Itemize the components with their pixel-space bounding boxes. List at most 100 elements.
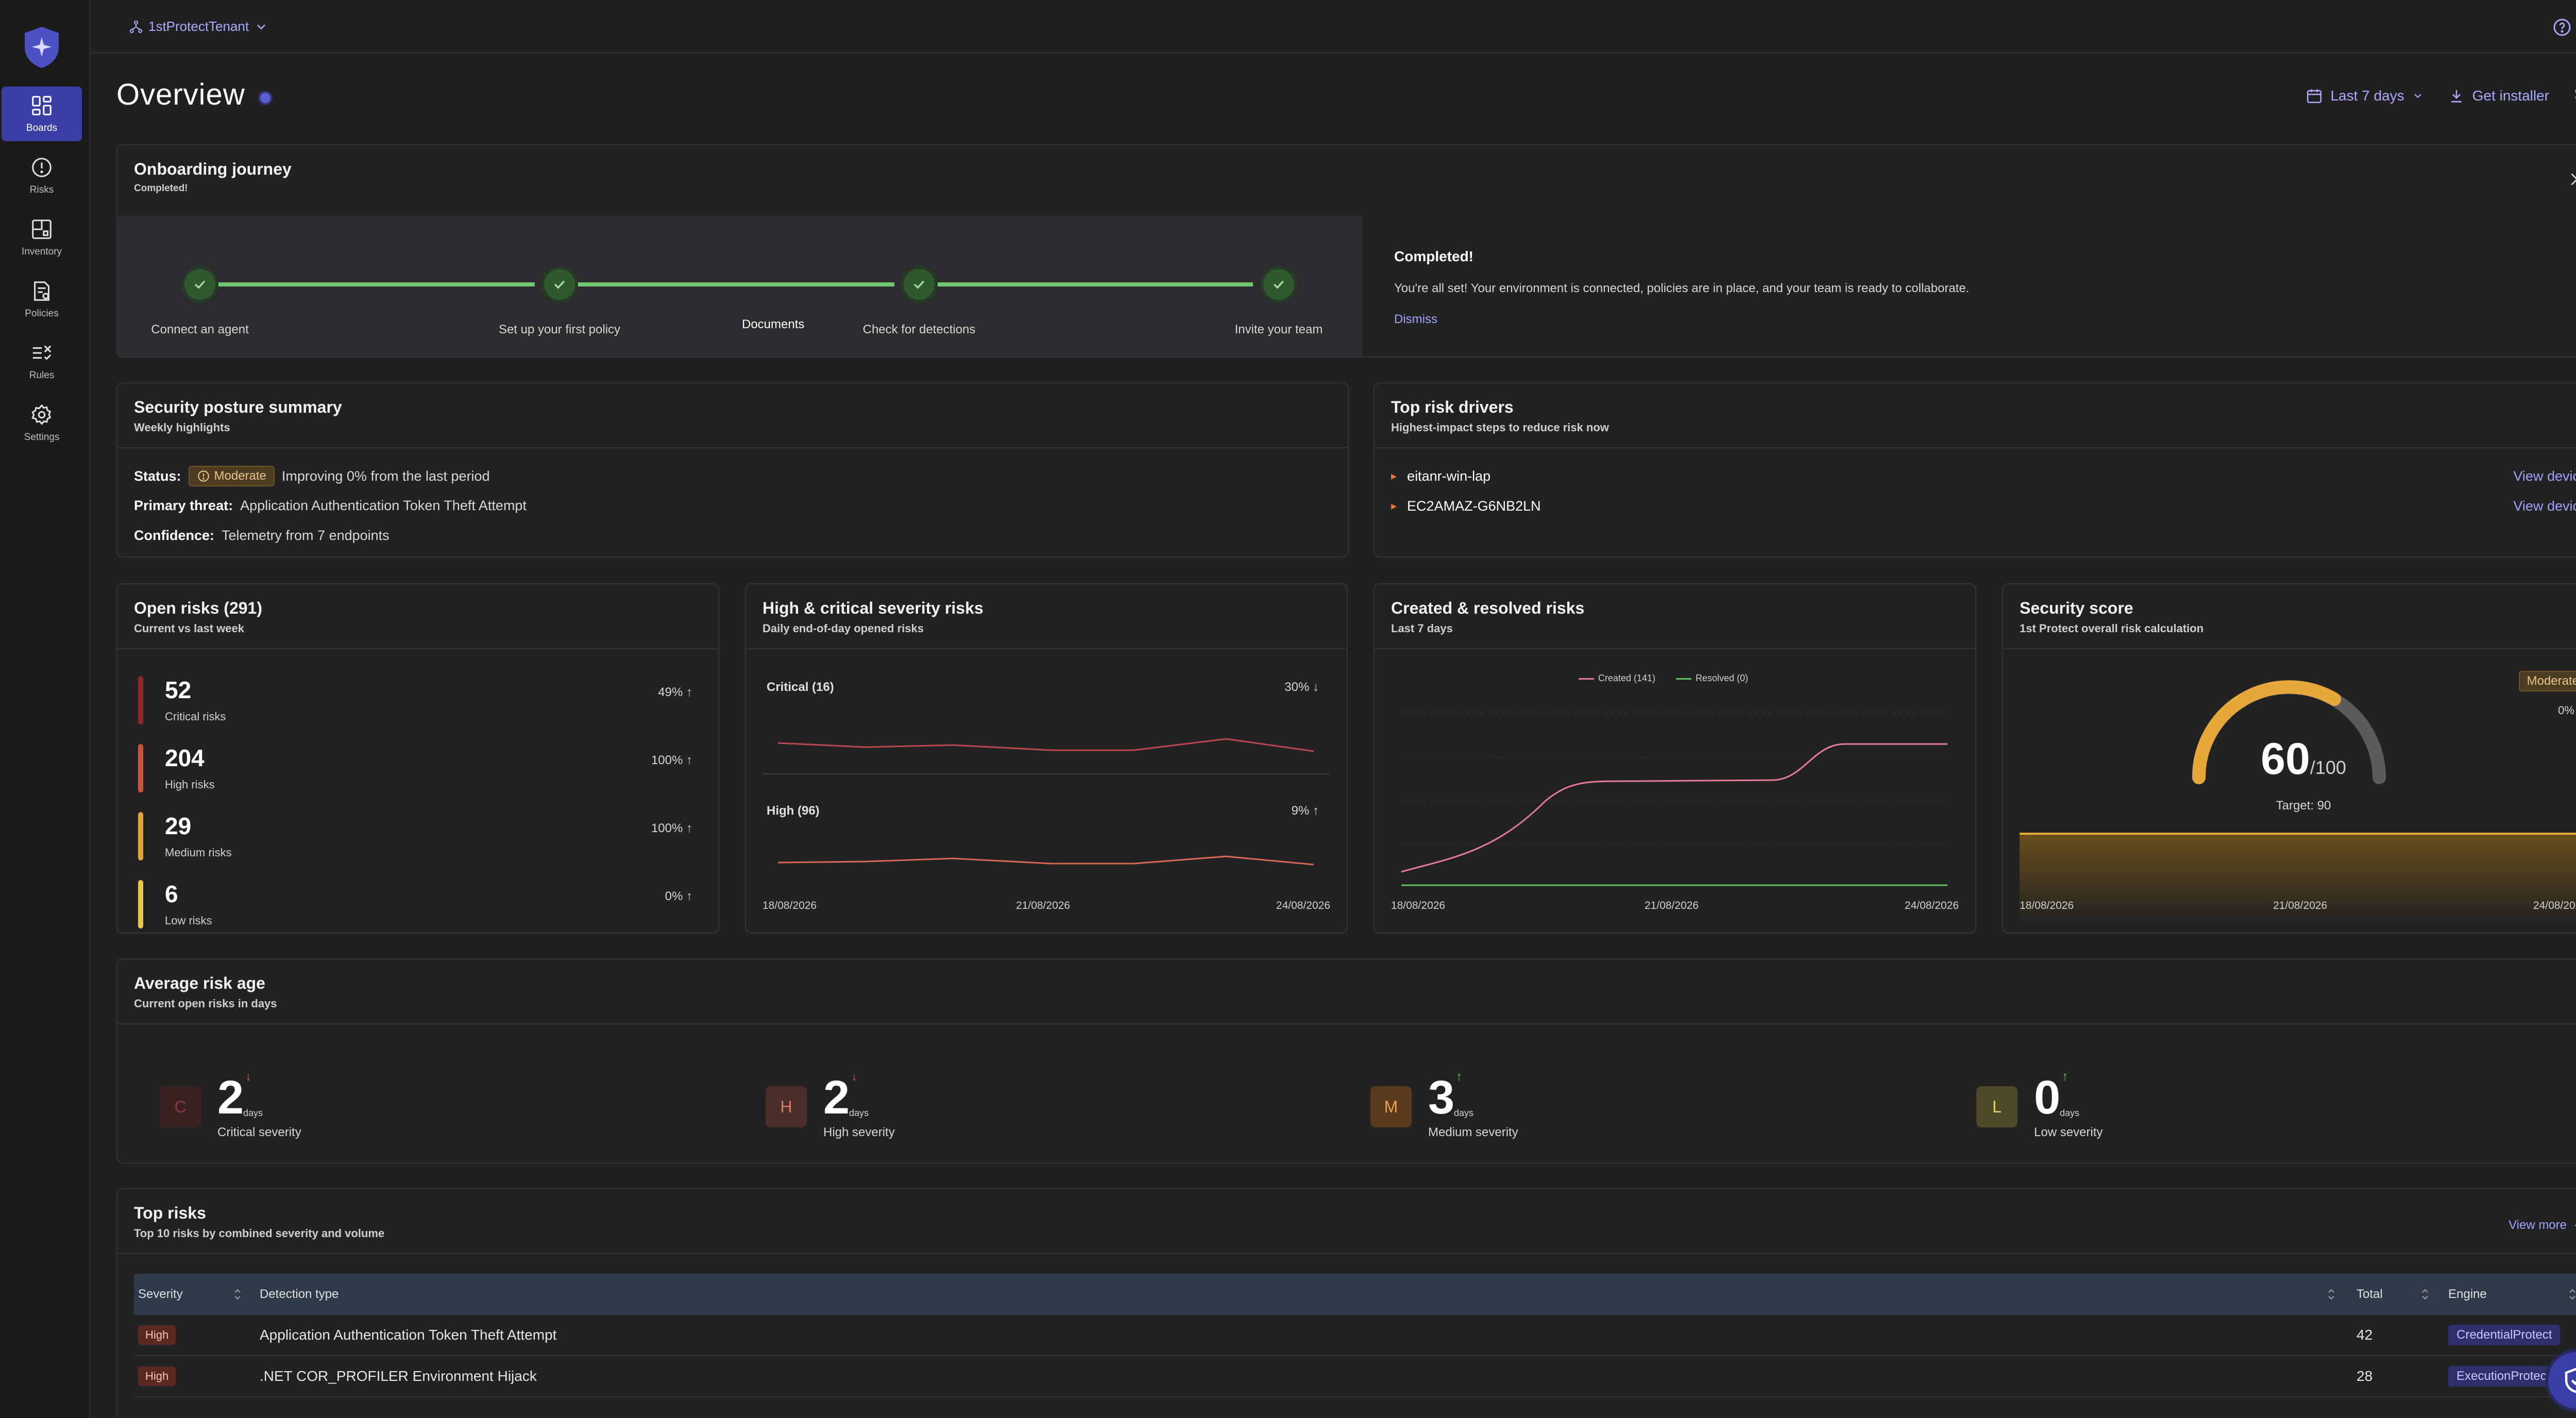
- tenant-selector[interactable]: 1stProtectTenant: [129, 19, 268, 35]
- calendar-icon: [2307, 89, 2322, 104]
- high-sparkline: [777, 855, 1314, 866]
- risk-count-row[interactable]: 52 Critical risks 49% ↑: [138, 671, 692, 733]
- dismiss-link[interactable]: Dismiss: [1394, 312, 1437, 326]
- high-series-label: High (96): [767, 804, 820, 818]
- sidebar-item-risks[interactable]: Risks: [2, 148, 82, 203]
- sidebar-item-rules[interactable]: Rules: [2, 334, 82, 389]
- risk-count-row[interactable]: 29 Medium risks 100% ↑: [138, 807, 692, 869]
- severity-tag: High: [138, 1325, 176, 1345]
- chevron-down-icon: [2414, 94, 2421, 98]
- sidebar-item-label: Policies: [25, 308, 59, 319]
- sidebar: Boards Risks Inventory Policies Rules Se…: [0, 0, 91, 1418]
- score-area-chart: [2020, 833, 2576, 923]
- date-range-selector[interactable]: Last 7 days: [2306, 87, 2424, 105]
- step-label[interactable]: Check for detections: [862, 323, 976, 336]
- card-title: Average risk age: [134, 974, 265, 992]
- average-risk-age-card: Average risk age Current open risks in d…: [116, 958, 2576, 1163]
- high-critical-risks-card: High & critical severity risks Daily end…: [745, 583, 1348, 934]
- view-more-link[interactable]: View more: [2509, 1218, 2576, 1233]
- card-subtitle: Daily end-of-day opened risks: [762, 622, 924, 635]
- axis-date: 21/08/2026: [1645, 900, 1699, 911]
- shield-check-icon: [2565, 1368, 2576, 1393]
- score-change: 0% ↑: [2558, 704, 2574, 717]
- sidebar-item-label: Risks: [29, 184, 54, 195]
- topbar: 1stProtectTenant KP: [91, 0, 2576, 54]
- sort-icon: [234, 1289, 241, 1300]
- sidebar-item-settings[interactable]: Settings: [2, 396, 82, 450]
- age-label: Critical severity: [217, 1125, 301, 1139]
- risk-label: High risks: [165, 778, 215, 791]
- critical-series-label: Critical (16): [767, 680, 834, 694]
- risk-count: 52: [165, 677, 192, 703]
- security-posture-card: Security posture summary Weekly highligh…: [116, 382, 1349, 558]
- rules-icon: [32, 345, 52, 360]
- table-row[interactable]: High Application Authentication Token Th…: [134, 1315, 2576, 1356]
- axis-date: 24/08/2026: [1276, 900, 1330, 911]
- step-connector: [578, 282, 894, 286]
- onboarding-steps: Connect an agent Set up your first polic…: [117, 215, 1362, 357]
- caret-right-icon: ▸: [1391, 469, 1397, 482]
- card-subtitle: Current vs last week: [134, 622, 244, 635]
- open-risks-card: Open risks (291) Current vs last week 52…: [116, 583, 719, 934]
- caret-right-icon: ▸: [1391, 499, 1397, 512]
- status-text: Improving 0% from the last period: [281, 468, 490, 484]
- step-label[interactable]: Connect an agent: [151, 323, 249, 336]
- driver-name: EC2AMAZ-G6NB2LN: [1407, 498, 1541, 514]
- age-label: Low severity: [2034, 1125, 2103, 1139]
- help-icon[interactable]: [2552, 18, 2572, 37]
- axis-date: 21/08/2026: [1016, 900, 1071, 911]
- score-value: 60/100: [2261, 734, 2346, 784]
- score-status-badge: Moderate: [2518, 671, 2576, 691]
- table-row[interactable]: High .NET COR_PROFILER Environment Hijac…: [134, 1356, 2576, 1397]
- age-unit: days: [1454, 1108, 1474, 1118]
- sidebar-item-label: Settings: [24, 432, 60, 443]
- axis-date: 24/08/2026: [1904, 900, 1959, 911]
- top-risks-card: Top risks Top 10 risks by combined sever…: [116, 1188, 2576, 1418]
- app-logo-icon[interactable]: [23, 26, 61, 69]
- card-title: Security score: [2020, 599, 2133, 617]
- column-header-detection-type[interactable]: Detection type: [258, 1287, 2351, 1302]
- risk-count: 29: [165, 813, 192, 839]
- card-subtitle: Top 10 risks by combined severity and vo…: [134, 1227, 385, 1240]
- arrow-up-icon: ↑: [2062, 1070, 2068, 1084]
- critical-change: 30% ↓: [1284, 680, 1319, 694]
- card-subtitle: 1st Protect overall risk calculation: [2020, 622, 2204, 635]
- view-more-label: View more: [2509, 1218, 2567, 1232]
- card-title: Top risk drivers: [1391, 398, 1514, 416]
- download-icon: [2451, 90, 2462, 103]
- age-label: Medium severity: [1428, 1125, 1518, 1139]
- column-header-total[interactable]: Total: [2351, 1287, 2444, 1302]
- risks-icon: [32, 158, 52, 177]
- confidence-text: Telemetry from 7 endpoints: [222, 528, 389, 543]
- get-installer-button[interactable]: Get installer: [2448, 87, 2549, 105]
- risk-count: 204: [165, 745, 205, 771]
- date-range-label: Last 7 days: [2330, 88, 2404, 104]
- step-check-icon: [544, 269, 575, 300]
- close-icon[interactable]: [2568, 170, 2576, 189]
- column-header-severity[interactable]: Severity: [134, 1287, 258, 1302]
- sidebar-item-inventory[interactable]: Inventory: [2, 210, 82, 265]
- high-change: 9% ↑: [1291, 804, 1319, 818]
- status-label: Status:: [134, 468, 181, 484]
- legend-created: Created (141): [1579, 673, 1655, 684]
- sidebar-item-policies[interactable]: Policies: [2, 272, 82, 327]
- severity-badge: H: [766, 1086, 807, 1127]
- column-header-engine[interactable]: Engine: [2444, 1287, 2576, 1302]
- arrow-right-icon: [2575, 1224, 2576, 1226]
- score-gauge: [2192, 680, 2386, 784]
- engine-tag: ExecutionProtect: [2448, 1366, 2558, 1387]
- axis-date: 18/08/2026: [1391, 900, 1446, 911]
- severity-badge: M: [1370, 1086, 1412, 1127]
- view-device-link[interactable]: View device: [2513, 498, 2576, 514]
- card-subtitle: Last 7 days: [1391, 622, 1453, 635]
- axis-date: 24/08/2026: [2533, 900, 2576, 911]
- risk-count-row[interactable]: 204 High risks 100% ↑: [138, 739, 692, 801]
- view-device-link[interactable]: View device: [2513, 468, 2576, 484]
- policies-icon: [34, 281, 49, 301]
- sidebar-item-boards[interactable]: Boards: [2, 87, 82, 141]
- engine-tag: CredentialProtect: [2448, 1325, 2561, 1345]
- step-label[interactable]: Set up your first policy: [498, 323, 621, 336]
- risk-count-row[interactable]: 6 Low risks 0% ↑: [138, 875, 692, 933]
- refresh-icon[interactable]: [2573, 87, 2576, 105]
- step-label[interactable]: Invite your team: [1234, 323, 1323, 336]
